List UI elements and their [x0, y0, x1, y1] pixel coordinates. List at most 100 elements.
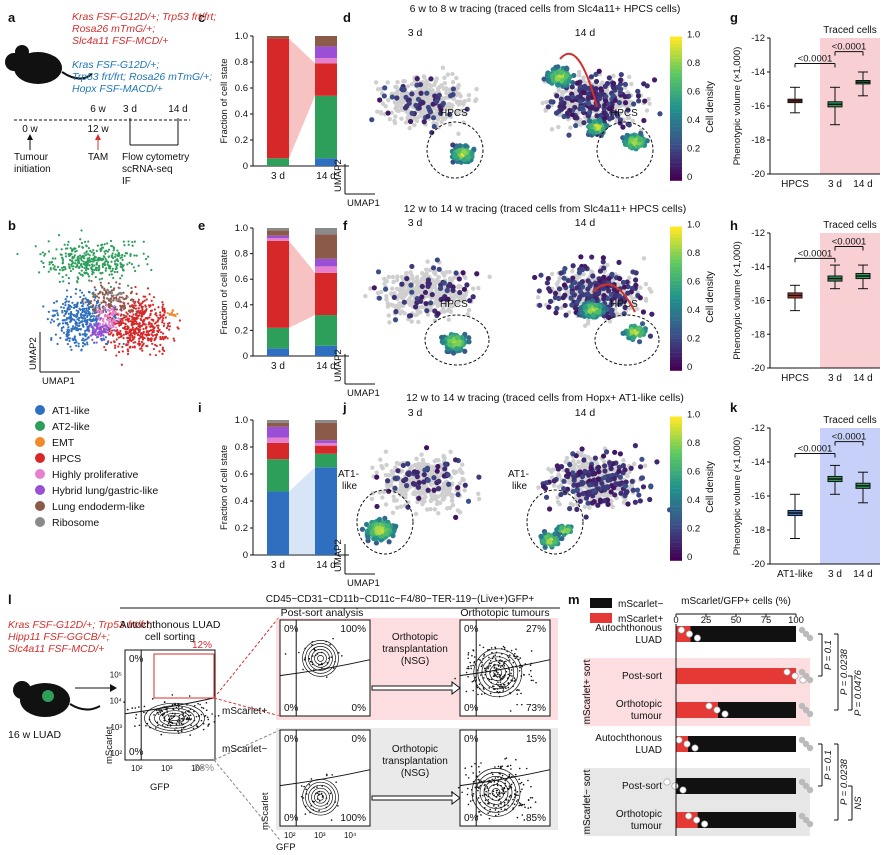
density-point: [593, 71, 599, 78]
background-point: [557, 275, 562, 281]
umap-point: [85, 341, 89, 344]
umap-point: [126, 296, 129, 299]
density-point: [393, 309, 399, 315]
background-point: [425, 312, 431, 317]
density-point: [615, 113, 621, 119]
umap-point: [85, 266, 88, 269]
umap-point: [107, 331, 110, 334]
density-point: [579, 104, 585, 110]
density-point: [623, 135, 629, 141]
umap-point: [109, 239, 113, 243]
density-point: [374, 474, 380, 480]
colorbar-step: [670, 101, 682, 106]
density-point: [620, 279, 627, 286]
background-point: [626, 74, 632, 80]
umap-point: [150, 318, 153, 321]
umap-point: [77, 261, 81, 265]
umap-point: [89, 249, 92, 252]
umap-point: [89, 334, 93, 337]
background-point: [405, 500, 411, 505]
background-point: [444, 506, 450, 511]
umap-point: [73, 254, 76, 257]
umap-point: [119, 292, 122, 295]
umap-point: [67, 326, 70, 329]
density-point: [565, 277, 571, 284]
umap-point: [161, 305, 164, 308]
background-point: [393, 465, 398, 470]
background-point: [386, 98, 391, 103]
umap-point: [64, 304, 67, 307]
density-point: [382, 85, 388, 91]
umap-point: [69, 345, 72, 348]
background-point: [585, 321, 591, 326]
umap-point: [110, 244, 113, 248]
umap-point: [117, 254, 120, 258]
umap-point: [43, 254, 46, 257]
density-point: [457, 289, 463, 296]
umap-point: [84, 254, 88, 257]
umap-point: [54, 333, 57, 336]
umap-point: [103, 293, 106, 296]
umap-point: [106, 328, 109, 332]
umap-point: [113, 340, 116, 344]
density-point: [585, 278, 591, 284]
background-point: [409, 319, 414, 324]
umap-point: [97, 331, 100, 334]
density-point: [414, 474, 420, 480]
umap-point: [99, 281, 102, 284]
umap-point: [104, 269, 107, 272]
density-point: [630, 335, 636, 341]
background-point: [450, 79, 456, 85]
umap-point: [98, 324, 101, 328]
background-point: [387, 116, 393, 122]
background-point: [568, 125, 573, 130]
umap-point: [112, 318, 115, 321]
umap-point: [63, 314, 66, 317]
density-point: [409, 263, 415, 270]
umap-point: [104, 260, 107, 263]
density-point: [624, 279, 630, 285]
background-point: [399, 309, 405, 314]
umap-point: [76, 313, 79, 316]
umap-point: [104, 310, 108, 314]
umap-point: [164, 316, 167, 319]
panel-b: UMAP2UMAP1AT1-likeAT2-likeEMTHPCSHighly …: [16, 229, 182, 529]
density-point: [359, 526, 366, 532]
umap-point: [122, 321, 125, 325]
umap-point: [145, 333, 148, 336]
density-point: [436, 478, 442, 484]
umap-point: [107, 333, 111, 336]
density-point: [417, 298, 424, 304]
umap-point: [78, 316, 81, 320]
background-point: [644, 108, 650, 113]
umap-point: [83, 252, 86, 255]
background-point: [457, 467, 463, 472]
umap-point: [48, 261, 51, 264]
density-point: [455, 491, 461, 498]
umap-point: [84, 269, 88, 272]
umap-point: [129, 254, 132, 257]
umap-point: [103, 243, 106, 246]
density-point: [546, 304, 552, 310]
background-point: [635, 306, 640, 312]
umap-point: [64, 255, 68, 258]
density-point: [464, 106, 470, 112]
umap-point: [109, 318, 112, 321]
density-point: [637, 295, 643, 301]
umap-point: [131, 244, 134, 247]
background-point: [409, 82, 415, 87]
umap-point: [64, 322, 68, 325]
umap-point: [134, 269, 137, 273]
timepoint-label: 3 d: [408, 27, 423, 39]
density-point: [581, 85, 587, 91]
umap-point: [126, 325, 129, 328]
umap-point: [71, 265, 74, 268]
umap-point: [95, 304, 98, 307]
density-point: [365, 535, 371, 541]
umap-point: [81, 265, 84, 269]
density-point: [442, 466, 448, 472]
colorbar-step: [670, 352, 682, 357]
umap-point: [139, 332, 143, 336]
density-point: [649, 311, 655, 317]
density-point: [409, 110, 415, 116]
